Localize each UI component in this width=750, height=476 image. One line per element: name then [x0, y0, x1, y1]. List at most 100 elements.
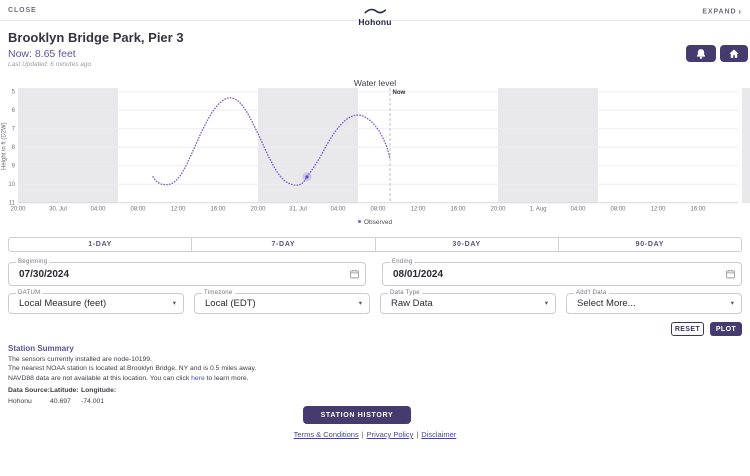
datum-select[interactable]: DATUM Local Measure (feet) ▾: [8, 290, 184, 314]
range-tab-bar: 1-DAY 7-DAY 30-DAY 90-DAY: [8, 237, 742, 252]
night-band: [258, 88, 358, 203]
now-label: Now: [393, 90, 406, 96]
tab-7-day[interactable]: 7-DAY: [191, 238, 374, 251]
timezone-value: Local (EDT): [205, 298, 256, 309]
brand-wordmark: Hohonu: [358, 17, 392, 27]
y-tick-label: 8: [12, 145, 16, 151]
night-band: [742, 88, 750, 203]
col-data-source: Data Source:: [8, 387, 50, 394]
data-type-value: Raw Data: [391, 298, 433, 309]
col-longitude: Longitude:: [81, 387, 117, 394]
tab-1-day[interactable]: 1-DAY: [88, 241, 113, 248]
night-band: [498, 88, 598, 203]
station-history-button[interactable]: STATION HISTORY: [303, 406, 411, 424]
night-band: [18, 88, 118, 203]
top-bar: CLOSE Hohonu EXPAND ›: [0, 0, 750, 26]
station-info-table: Data Source: Latitude: Longitude: Hohonu…: [8, 387, 116, 405]
x-tick-label: 04:00: [90, 207, 106, 213]
tab-90-day[interactable]: 90-DAY: [557, 238, 741, 251]
cell-latitude: 40.697: [50, 397, 71, 405]
chart-legend[interactable]: Observed: [0, 219, 750, 226]
chevron-down-icon: ▾: [172, 300, 176, 307]
chart-title: Water level: [353, 78, 397, 88]
ending-label: Ending: [390, 259, 415, 266]
cell-longitude: -74.001: [81, 397, 105, 405]
x-tick-label: 12:00: [650, 207, 666, 213]
y-tick-label: 10: [8, 182, 15, 188]
y-tick-label: 6: [12, 108, 16, 114]
x-tick-label: 20:00: [250, 207, 266, 213]
home-button[interactable]: [720, 45, 748, 62]
home-icon: [729, 49, 739, 58]
ending-date-field: Ending: [382, 259, 742, 286]
observed-series[interactable]: [152, 97, 391, 186]
addl-data-label: Add'l Data: [574, 290, 609, 297]
x-tick-label: 1. Aug: [529, 207, 546, 213]
tab-30-day[interactable]: 30-DAY: [374, 238, 558, 251]
beginning-date-field: Beginning: [8, 259, 366, 286]
here-link[interactable]: here: [191, 374, 205, 382]
legend-label: Observed: [363, 219, 393, 226]
alerts-button[interactable]: [686, 45, 716, 62]
x-tick-label: 12:00: [410, 207, 426, 213]
station-summary-heading: Station Summary: [8, 344, 74, 353]
addl-data-value: Select More...: [577, 298, 636, 309]
addl-data-select[interactable]: Add'l Data Select More... ▾: [566, 290, 742, 314]
latest-point-marker[interactable]: [305, 175, 309, 179]
x-tick-label: 16:00: [210, 207, 226, 213]
page-title: Brooklyn Bridge Park, Pier 3: [8, 30, 184, 45]
plot-button[interactable]: PLOT: [710, 322, 742, 336]
reset-button[interactable]: RESET: [671, 322, 704, 336]
cell-data-source: Hohonu: [8, 397, 32, 405]
privacy-link[interactable]: Privacy Policy: [366, 430, 414, 439]
wave-logo-icon: [364, 8, 386, 14]
calendar-icon[interactable]: [725, 269, 736, 280]
last-updated-text: Last Updated: 6 minutes ago: [8, 61, 92, 68]
chevron-down-icon: ▾: [358, 300, 362, 307]
calendar-icon[interactable]: [349, 269, 360, 280]
y-tick-label: 9: [12, 164, 16, 170]
x-tick-label: 20:00: [10, 207, 26, 213]
y-tick-label: 11: [9, 201, 16, 207]
data-type-label: Data Type: [388, 290, 422, 297]
data-type-select[interactable]: Data Type Raw Data ▾: [380, 290, 556, 314]
chevron-down-icon: ▾: [730, 300, 734, 307]
x-tick-label: 20:00: [490, 207, 506, 213]
x-tick-label: 08:00: [130, 207, 146, 213]
expand-button[interactable]: EXPAND ›: [702, 7, 742, 16]
x-tick-label: 04:00: [330, 207, 346, 213]
x-tick-label: 12:00: [170, 207, 186, 213]
close-button[interactable]: CLOSE: [8, 7, 37, 14]
disclaimer-link[interactable]: Disclaimer: [421, 430, 457, 439]
beginning-date-input[interactable]: [19, 263, 269, 285]
col-latitude: Latitude:: [50, 387, 79, 394]
chevron-right-icon: ›: [738, 7, 742, 16]
y-tick-label: 5: [12, 90, 16, 96]
x-tick-label: 16:00: [690, 207, 706, 213]
footer-links: Terms & Conditions | Privacy Policy | Discla…: [293, 430, 457, 439]
ending-date-input[interactable]: [393, 263, 644, 285]
observed-series-dot-icon: [357, 220, 361, 223]
x-tick-label: 08:00: [370, 207, 386, 213]
x-tick-label: 31. Jul: [289, 207, 307, 213]
terms-link[interactable]: Terms & Conditions: [293, 430, 359, 439]
timezone-label: Timezone: [202, 290, 235, 297]
beginning-label: Beginning: [16, 259, 50, 266]
station-summary-text: The sensors currently installed are node…: [8, 355, 256, 383]
current-water-level: Now: 8.65 feet: [8, 48, 76, 60]
summary-line-navd88: NAVD88 data are not available at this lo…: [8, 374, 249, 382]
summary-line-sensors: The sensors currently installed are node…: [8, 356, 152, 363]
y-tick-label: 7: [12, 127, 16, 133]
x-tick-label: 04:00: [570, 207, 586, 213]
datum-label: DATUM: [16, 290, 43, 297]
x-tick-label: 16:00: [450, 207, 466, 213]
x-tick-label: 08:00: [610, 207, 626, 213]
bell-icon: [696, 48, 706, 59]
x-tick-label: 30. Jul: [49, 207, 67, 213]
timezone-select[interactable]: Timezone Local (EDT) ▾: [194, 290, 370, 314]
hohonu-logo: Hohonu: [358, 2, 391, 27]
summary-line-noaa: The nearest NOAA station is located at B…: [8, 365, 257, 373]
chevron-down-icon: ▾: [544, 300, 548, 307]
